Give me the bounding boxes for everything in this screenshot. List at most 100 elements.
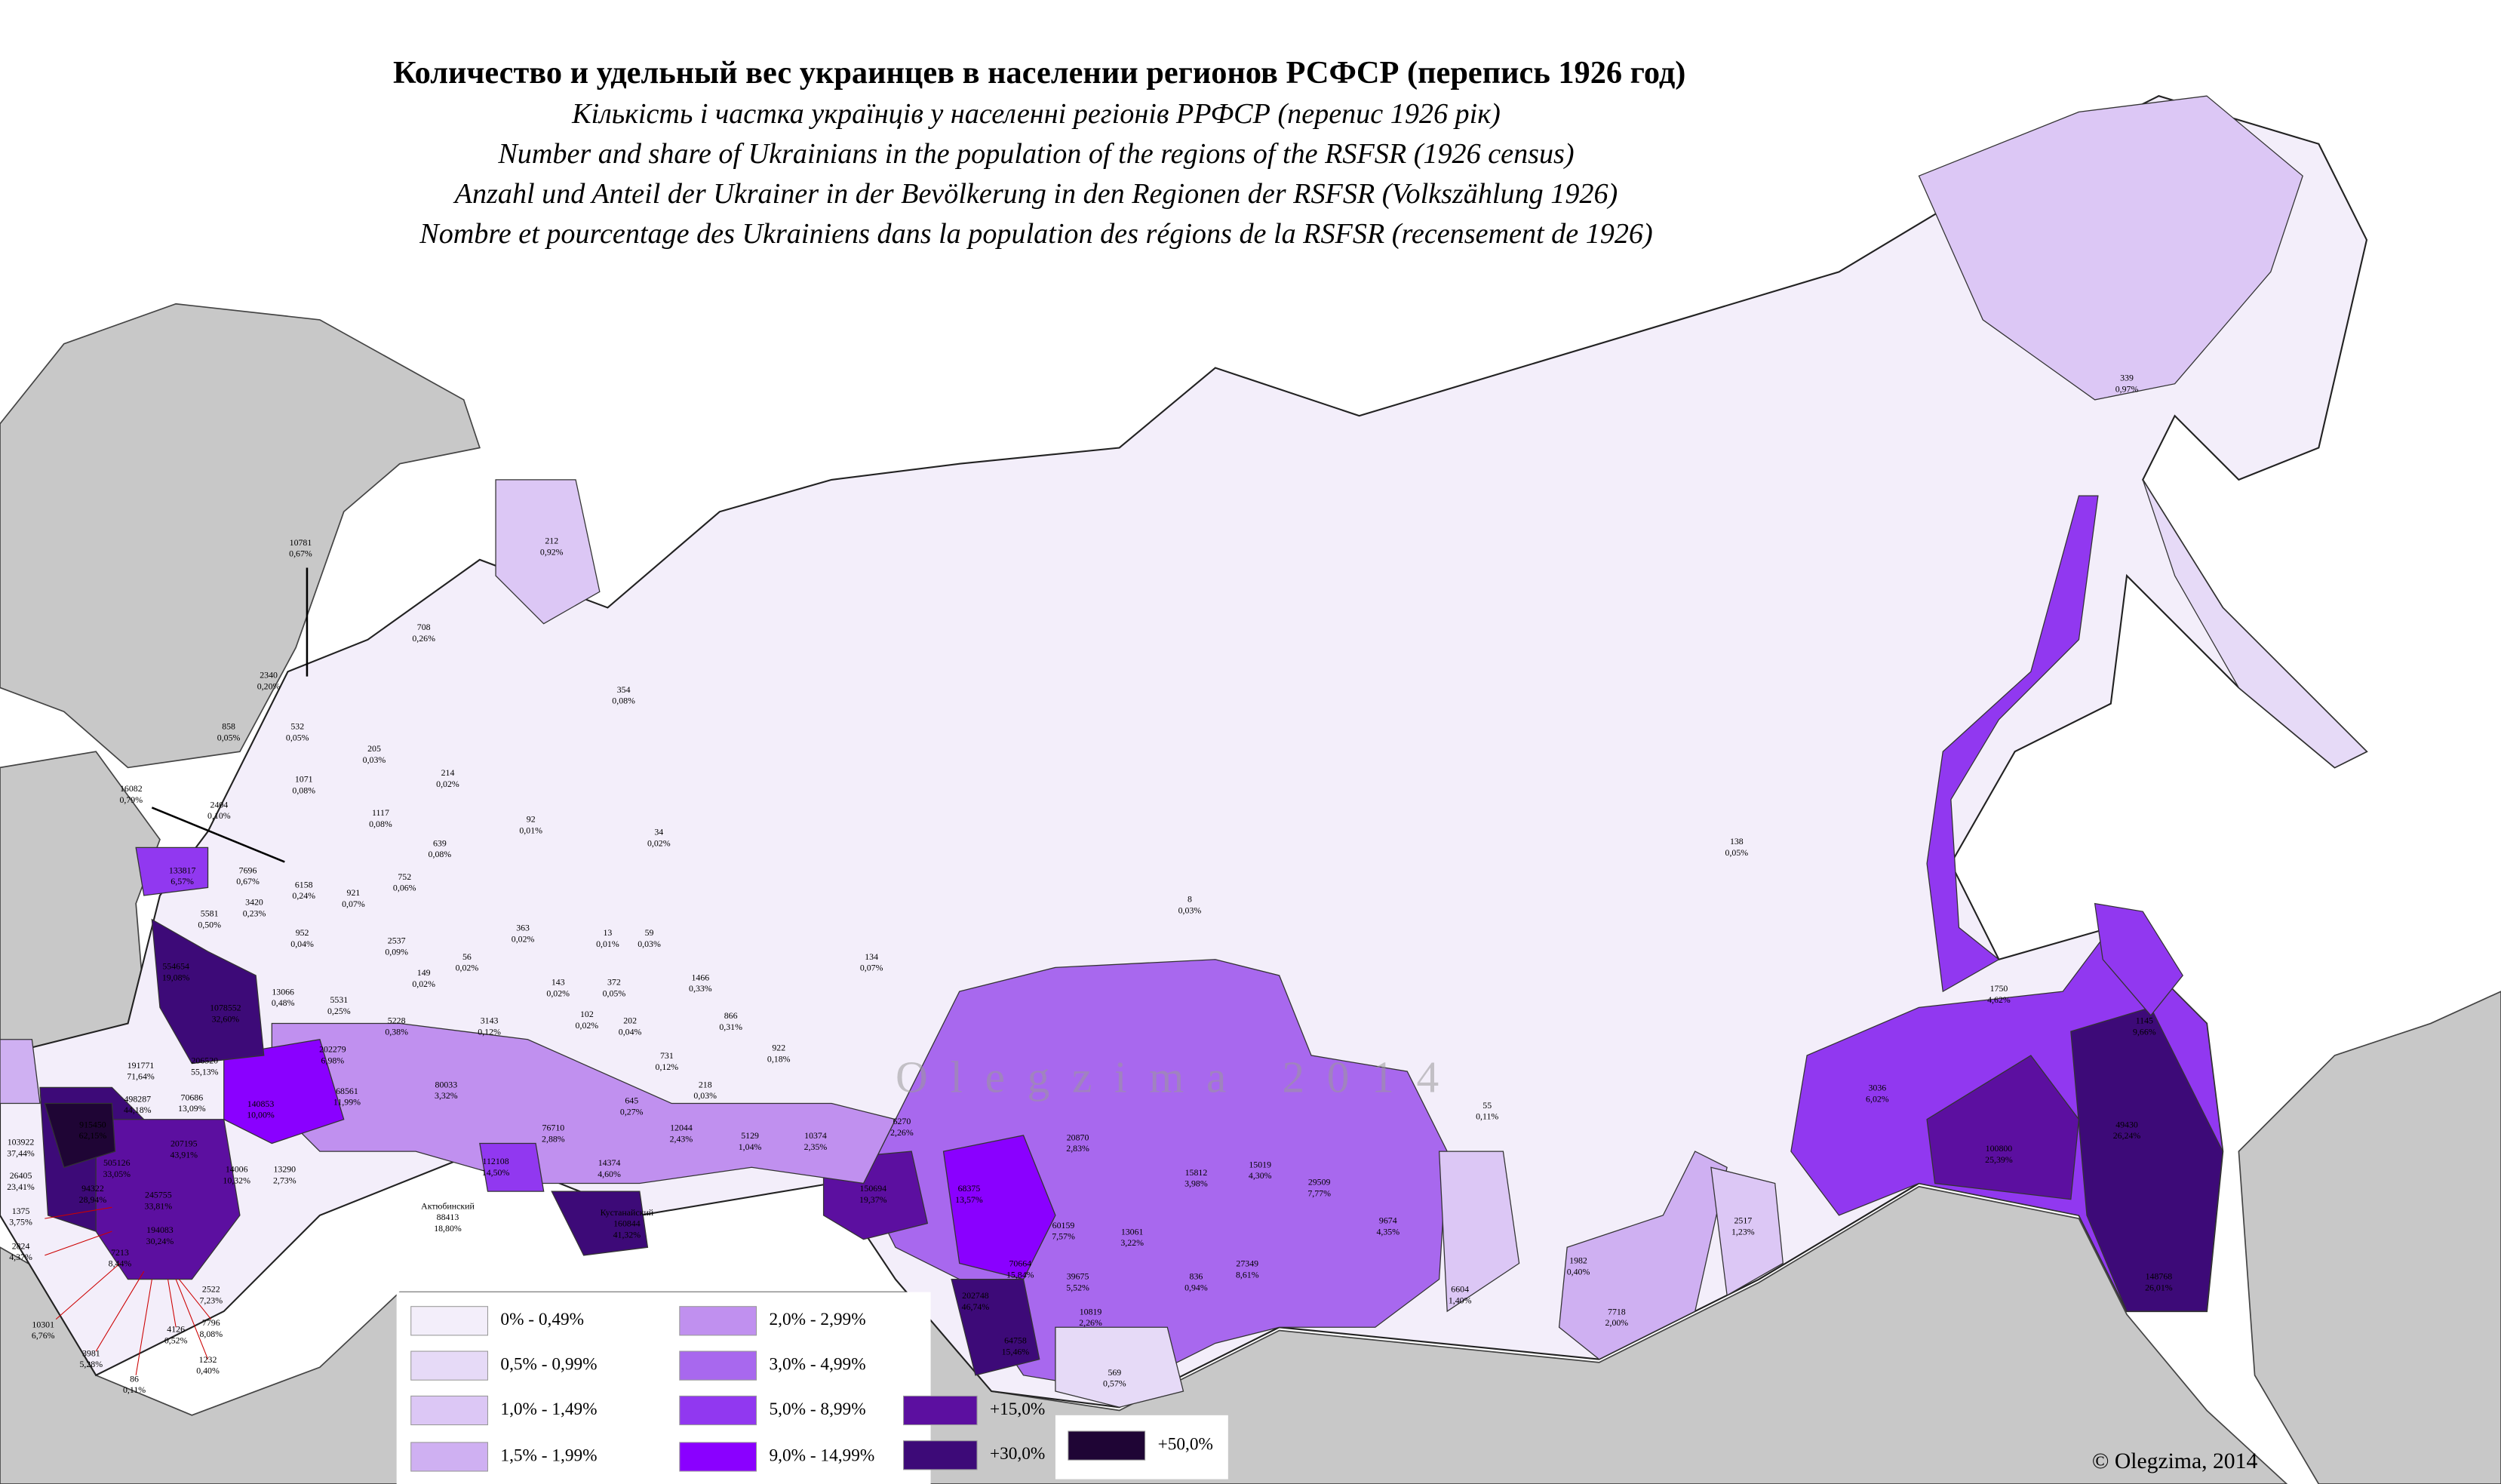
region-population: 49430 <box>2115 1119 2138 1129</box>
region-population: 3420 <box>245 897 263 908</box>
region-share: 62,15% <box>79 1130 107 1141</box>
region-population: 80033 <box>435 1079 458 1089</box>
region-share: 3,98% <box>1184 1178 1208 1189</box>
region-population: 138 <box>1730 836 1744 846</box>
region-population: 5129 <box>741 1130 759 1141</box>
region-share: 8,44% <box>109 1258 132 1269</box>
region-population: 9674 <box>1379 1215 1397 1225</box>
region-share: 0,94% <box>1184 1283 1208 1293</box>
region-population: 354 <box>617 684 631 695</box>
region-population: 12044 <box>670 1123 693 1133</box>
region-share: 0,67% <box>236 876 260 886</box>
region-population: 1078552 <box>210 1003 241 1013</box>
region-share: 2,26% <box>1079 1317 1102 1328</box>
region-share: 2,83% <box>1066 1143 1089 1154</box>
region-share: 0,01% <box>519 825 542 835</box>
region-population: 76710 <box>542 1123 565 1133</box>
region-share: 55,13% <box>191 1066 219 1077</box>
region-population: 16082 <box>120 783 143 794</box>
legend-swatch <box>679 1442 757 1472</box>
region-fills <box>0 95 2368 1408</box>
region-population: 731 <box>660 1050 674 1061</box>
region-share: 8,08% <box>199 1329 223 1339</box>
region-share: 0,04% <box>290 939 314 949</box>
region-population: 7796 <box>202 1317 220 1328</box>
region-share: 4,62% <box>1987 994 2011 1005</box>
legend-swatch <box>410 1306 488 1336</box>
region-population: 13066 <box>272 986 294 997</box>
region-share: 2,35% <box>804 1141 828 1152</box>
region-share: 41,32% <box>613 1230 641 1240</box>
region-population: 2404 <box>210 799 229 810</box>
region-share: 8,61% <box>1236 1270 1259 1280</box>
region-population: 554654 <box>162 960 189 971</box>
region-population: 214 <box>441 767 455 778</box>
region-share: 0,03% <box>1178 905 1202 915</box>
region-share: 0,11% <box>1476 1111 1498 1122</box>
region-share: 0,11% <box>123 1384 146 1395</box>
region-share: 25,39% <box>1985 1154 2013 1165</box>
region-population: 245755 <box>145 1190 172 1200</box>
region-population: 752 <box>398 871 411 882</box>
region-share: 0,52% <box>164 1335 188 1345</box>
region-population: 708 <box>417 622 431 632</box>
region-share: 9,66% <box>2133 1026 2156 1037</box>
region-share: 0,57% <box>1103 1378 1126 1389</box>
region-population: 372 <box>607 977 621 988</box>
region-population: 207195 <box>171 1138 198 1149</box>
region-population: 100800 <box>1986 1143 2013 1154</box>
region-population: 6270 <box>893 1116 911 1126</box>
region-population: 15019 <box>1249 1159 1271 1169</box>
region-share: 33,81% <box>145 1200 173 1211</box>
region-share: 19,37% <box>859 1194 887 1205</box>
region-name: Актюбинский <box>421 1200 475 1211</box>
region-population: 1232 <box>199 1354 217 1365</box>
copyright: © Olegzima, 2014 <box>2092 1449 2258 1473</box>
region-share: 10,32% <box>223 1175 250 1186</box>
region-population: 10301 <box>32 1319 54 1329</box>
region-share: 1,04% <box>739 1141 762 1152</box>
region-population: 68561 <box>336 1086 358 1096</box>
region-share: 33,05% <box>103 1169 131 1179</box>
region-population: 952 <box>296 927 309 938</box>
region-share: 19,08% <box>162 972 190 982</box>
region-share: 0,02% <box>436 779 459 789</box>
region-share: 0,24% <box>292 890 315 901</box>
region-population: 363 <box>516 923 530 933</box>
region-population: 64758 <box>1004 1335 1027 1345</box>
region-population: 2537 <box>388 936 406 946</box>
region-share: 0,07% <box>860 963 883 973</box>
region-share: 0,02% <box>512 933 535 944</box>
legend-swatch <box>679 1306 757 1336</box>
region-population: 206520 <box>192 1055 219 1066</box>
region-population: 92 <box>527 813 536 824</box>
region-share: 0,05% <box>603 988 626 999</box>
region-population: 205 <box>367 743 381 754</box>
region-share: 0,07% <box>342 899 365 909</box>
region-population: 59 <box>645 927 654 938</box>
region-population: 2824 <box>12 1240 30 1251</box>
region-population: 498287 <box>124 1093 151 1104</box>
region-share: 3,32% <box>435 1090 458 1101</box>
region-population: 27349 <box>1236 1258 1258 1269</box>
region-population: 5228 <box>388 1015 406 1026</box>
region-share: 0,40% <box>196 1366 220 1376</box>
region-population: 34 <box>654 826 663 837</box>
legend-swatch <box>410 1350 488 1381</box>
legend: 0% - 0,49% 0,5% - 0,99% 1,0% - 1,49% 1,5% -… <box>410 1306 1213 1472</box>
region-population: 148768 <box>2146 1271 2173 1282</box>
region-population: 202279 <box>319 1044 346 1055</box>
region-share: 0,38% <box>385 1026 408 1037</box>
region-population: 569 <box>1108 1367 1121 1378</box>
legend-label: 2,0% - 2,99% <box>770 1310 866 1329</box>
region-share: 5,52% <box>1066 1283 1089 1293</box>
region-population: 915450 <box>79 1119 106 1129</box>
region-share: 0,12% <box>478 1026 501 1037</box>
region-share: 2,00% <box>1605 1317 1629 1328</box>
region-share: 0,33% <box>689 983 712 994</box>
region-population: 5581 <box>201 908 219 919</box>
region-share: 37,44% <box>7 1148 35 1158</box>
region-population: 70664 <box>1009 1258 1031 1269</box>
region-share: 4,60% <box>598 1169 621 1179</box>
region-share: 4,30% <box>1249 1170 1272 1181</box>
